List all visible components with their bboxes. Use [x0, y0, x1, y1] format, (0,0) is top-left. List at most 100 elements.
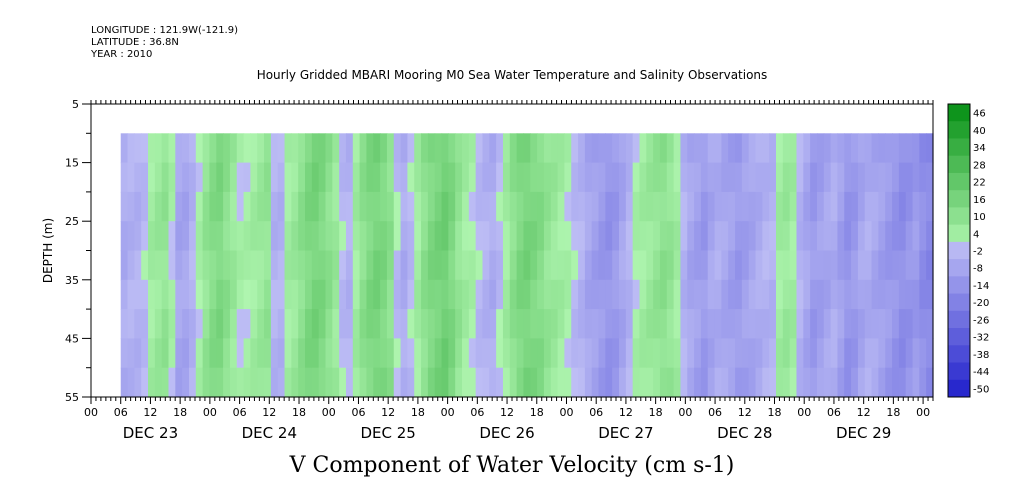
heatmap-cell	[605, 162, 613, 193]
heatmap-cell	[202, 221, 211, 252]
heatmap-cell	[332, 133, 340, 164]
heatmap-cell	[912, 162, 920, 193]
heatmap-cell	[421, 338, 429, 369]
heatmap-cell	[571, 191, 579, 222]
heatmap-cell	[223, 279, 231, 310]
heatmap-cell	[434, 338, 443, 369]
heatmap-cell	[161, 338, 170, 369]
heatmap-cell	[148, 338, 156, 369]
heatmap-cell	[659, 133, 668, 164]
heatmap-cell	[154, 162, 163, 193]
heatmap-cell	[830, 250, 839, 281]
heatmap-cell	[414, 309, 422, 339]
heatmap-cell	[769, 309, 777, 339]
heatmap-cell	[666, 309, 675, 339]
heatmap-cell	[810, 309, 818, 339]
colorbar-label: 40	[973, 126, 986, 137]
heatmap-cell	[291, 133, 299, 164]
heatmap-cell	[182, 221, 190, 252]
heatmap-cell	[325, 133, 333, 164]
heatmap-cell	[926, 133, 934, 164]
heatmap-cell	[598, 367, 606, 398]
heatmap-cell	[619, 221, 627, 252]
heatmap-cell	[209, 309, 217, 339]
heatmap-cell	[598, 309, 606, 339]
heatmap-cell	[182, 309, 190, 339]
heatmap-cell	[694, 221, 702, 252]
heatmap-cell	[619, 367, 627, 398]
axis-ticks	[82, 100, 934, 404]
heatmap-cell	[373, 279, 381, 310]
heatmap-cell	[509, 162, 518, 193]
heatmap-cell	[844, 309, 852, 339]
heatmap-cell	[209, 250, 217, 281]
heatmap-cell	[175, 279, 183, 310]
heatmap-cell	[311, 162, 320, 193]
x-tick-label: 06	[351, 406, 365, 419]
heatmap-cell	[735, 191, 743, 222]
heatmap-cell	[332, 221, 340, 252]
y-tick-label: 45	[65, 332, 79, 345]
heatmap-cell	[748, 162, 757, 193]
heatmap-cell	[871, 250, 879, 281]
heatmap-cell	[789, 250, 798, 281]
heatmap-cell	[264, 367, 272, 398]
heatmap-cell	[441, 133, 449, 164]
heatmap-cell	[605, 133, 613, 164]
heatmap-cell	[270, 367, 279, 398]
heatmap-cell	[680, 250, 688, 281]
heatmap-cell	[721, 221, 729, 252]
colorbar-label: 34	[973, 143, 986, 154]
heatmap-cell	[612, 279, 620, 310]
heatmap-cell	[373, 309, 381, 339]
heatmap-cell	[700, 338, 709, 369]
heatmap-cell	[209, 133, 217, 164]
heatmap-cell	[502, 250, 511, 281]
heatmap-cell	[537, 162, 545, 193]
heatmap-cell	[864, 191, 873, 222]
x-tick-label: 18	[411, 406, 425, 419]
heatmap-cell	[134, 133, 142, 164]
heatmap-cell	[789, 309, 798, 339]
heatmap-cell	[687, 309, 695, 339]
heatmap-cell	[830, 191, 839, 222]
heatmap-cell	[707, 162, 716, 193]
heatmap-cell	[741, 221, 750, 252]
heatmap-cell	[468, 367, 477, 398]
heatmap-cell	[803, 133, 811, 164]
heatmap-cell	[284, 250, 292, 281]
colorbar-swatch	[948, 138, 970, 157]
heatmap-cell	[380, 221, 388, 252]
heatmap-cell	[168, 338, 176, 369]
colorbar-label: -38	[973, 350, 989, 361]
heatmap-cell	[728, 221, 736, 252]
heatmap-cell	[926, 367, 934, 398]
heatmap-cell	[857, 338, 866, 369]
heatmap-cell	[523, 191, 531, 222]
heatmap-cell	[366, 367, 374, 398]
heatmap-cell	[598, 279, 606, 310]
heatmap-cell	[366, 309, 374, 339]
heatmap-cell	[243, 250, 252, 281]
heatmap-cell	[680, 162, 688, 193]
heatmap-cell	[475, 338, 484, 369]
heatmap-cell	[366, 250, 374, 281]
heatmap-cell	[325, 279, 333, 310]
heatmap-cell	[291, 162, 299, 193]
heatmap-cell	[223, 338, 231, 369]
heatmap-cell	[455, 367, 463, 398]
heatmap-cell	[625, 309, 634, 339]
heatmap-cell	[188, 338, 197, 369]
heatmap-cell	[332, 250, 340, 281]
heatmap-cell	[851, 250, 859, 281]
heatmap-cell	[482, 338, 490, 369]
x-tick-label: 00	[797, 406, 811, 419]
heatmap-cell	[741, 338, 750, 369]
heatmap-cell	[632, 367, 641, 398]
heatmap-cell	[871, 191, 879, 222]
heatmap-cell	[612, 191, 620, 222]
heatmap-cell	[250, 221, 258, 252]
x-tick-label: 18	[649, 406, 663, 419]
heatmap-cell	[851, 162, 859, 193]
heatmap-cell	[414, 162, 422, 193]
